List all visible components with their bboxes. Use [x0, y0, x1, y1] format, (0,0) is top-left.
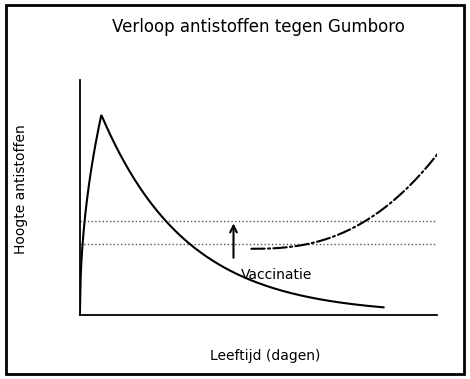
Text: Vaccinatie: Vaccinatie: [241, 268, 312, 282]
Text: Leeftijd (dagen): Leeftijd (dagen): [211, 349, 321, 363]
Text: Hoogte antistoffen: Hoogte antistoffen: [14, 125, 28, 254]
Text: Verloop antistoffen tegen Gumboro: Verloop antistoffen tegen Gumboro: [112, 17, 405, 36]
